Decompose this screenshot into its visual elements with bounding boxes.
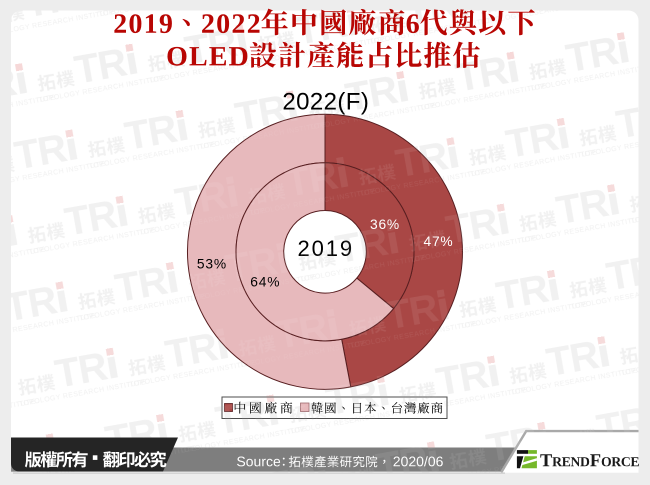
svg-text:53%: 53%	[197, 256, 227, 271]
svg-text:2022(F): 2022(F)	[282, 89, 369, 116]
